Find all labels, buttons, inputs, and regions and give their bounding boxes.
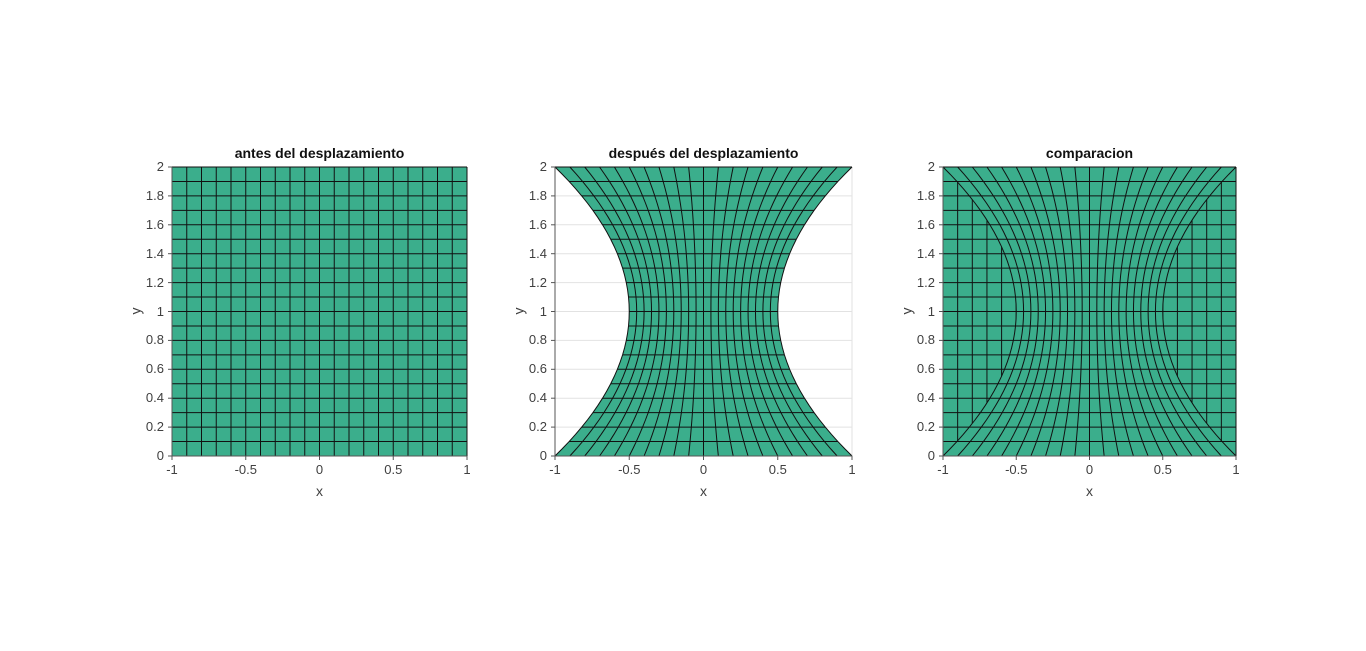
y-tick-label: 2 (927, 159, 935, 174)
y-tick-label: 1 (539, 303, 547, 319)
y-tick-label: 0.8 (528, 332, 547, 348)
y-tick-label: 0 (927, 448, 935, 463)
y-tick-label: 0 (539, 448, 547, 463)
plot-title: antes del desplazamiento (234, 145, 405, 161)
x-tick-label: -1 (549, 462, 561, 477)
y-tick-label: 2 (539, 159, 547, 174)
y-tick-label: 0.4 (145, 390, 164, 406)
x-tick-label: 0.5 (384, 462, 403, 477)
x-tick-label: 1 (463, 462, 471, 477)
y-tick-label: 0.2 (916, 419, 935, 435)
y-tick-label: 0.8 (145, 332, 164, 348)
x-axis-label: x (316, 483, 323, 499)
x-tick-label: 0.5 (1153, 462, 1172, 477)
x-tick-label: 0 (1085, 462, 1094, 477)
y-tick-label: 1.6 (145, 216, 164, 232)
y-tick-label: 1.4 (916, 245, 935, 261)
subplot-before-displacement: antes del desplazamiento 0 0.2 0.4 0.6 0.8 1 1… (128, 145, 471, 499)
x-tick-label: -1 (937, 462, 949, 477)
y-axis-label: y (510, 307, 527, 314)
y-tick-label: 1.2 (916, 274, 935, 290)
x-tick-label: 1 (848, 462, 856, 477)
y-tick-label: 1.8 (145, 187, 164, 203)
y-tick-label: 1.4 (528, 245, 547, 261)
x-axis-label: x (700, 483, 707, 499)
y-tick-label: 0.6 (916, 361, 935, 377)
y-tick-label: 2 (156, 159, 164, 174)
y-tick-label: 0.6 (145, 361, 164, 377)
x-tick-label: 1 (1232, 462, 1240, 477)
subplot-after-displacement: después del desplazamiento 0 0.2 0.4 0.6 0.8… (511, 145, 856, 499)
y-tick-label: 0.8 (916, 332, 935, 348)
y-tick-label: 1.2 (145, 274, 164, 290)
y-tick-label: 1.8 (528, 187, 547, 203)
y-tick-label: 1 (156, 303, 164, 319)
plot-title: comparacion (1045, 145, 1134, 161)
x-tick-label: -0.5 (618, 462, 641, 477)
y-axis-label: y (127, 307, 144, 314)
x-tick-label: -0.5 (1005, 462, 1028, 477)
subplot-comparison: comparacion 0 0.2 0.4 0.6 0.8 1 1.2 1.4 1.6 1.8 2 … (899, 145, 1240, 499)
plot-title: después del desplazamiento (608, 145, 799, 161)
mesh-plot-after (551, 166, 853, 460)
y-tick-label: 1.4 (145, 245, 164, 261)
x-tick-label: -0.5 (234, 462, 257, 477)
y-tick-label: 1.8 (916, 187, 935, 203)
x-axis-label: x (1086, 483, 1093, 499)
y-tick-label: 1.2 (528, 274, 547, 290)
y-tick-label: 0.6 (528, 361, 547, 377)
y-tick-label: 0.2 (528, 419, 547, 435)
y-tick-label: 1.6 (528, 216, 547, 232)
mesh-plot-comparison (939, 166, 1237, 460)
y-tick-label: 0 (156, 448, 164, 463)
y-tick-label: 0.4 (916, 390, 935, 406)
x-tick-label: 0 (315, 462, 324, 477)
x-tick-label: 0.5 (768, 462, 787, 477)
y-tick-label: 0.2 (145, 419, 164, 435)
x-tick-label: 0 (699, 462, 708, 477)
y-axis-label: y (898, 307, 915, 314)
mesh-plot-before (168, 166, 468, 460)
y-tick-label: 0.4 (528, 390, 547, 406)
y-tick-label: 1.6 (916, 216, 935, 232)
y-tick-label: 1 (927, 303, 935, 319)
x-tick-label: -1 (166, 462, 178, 477)
